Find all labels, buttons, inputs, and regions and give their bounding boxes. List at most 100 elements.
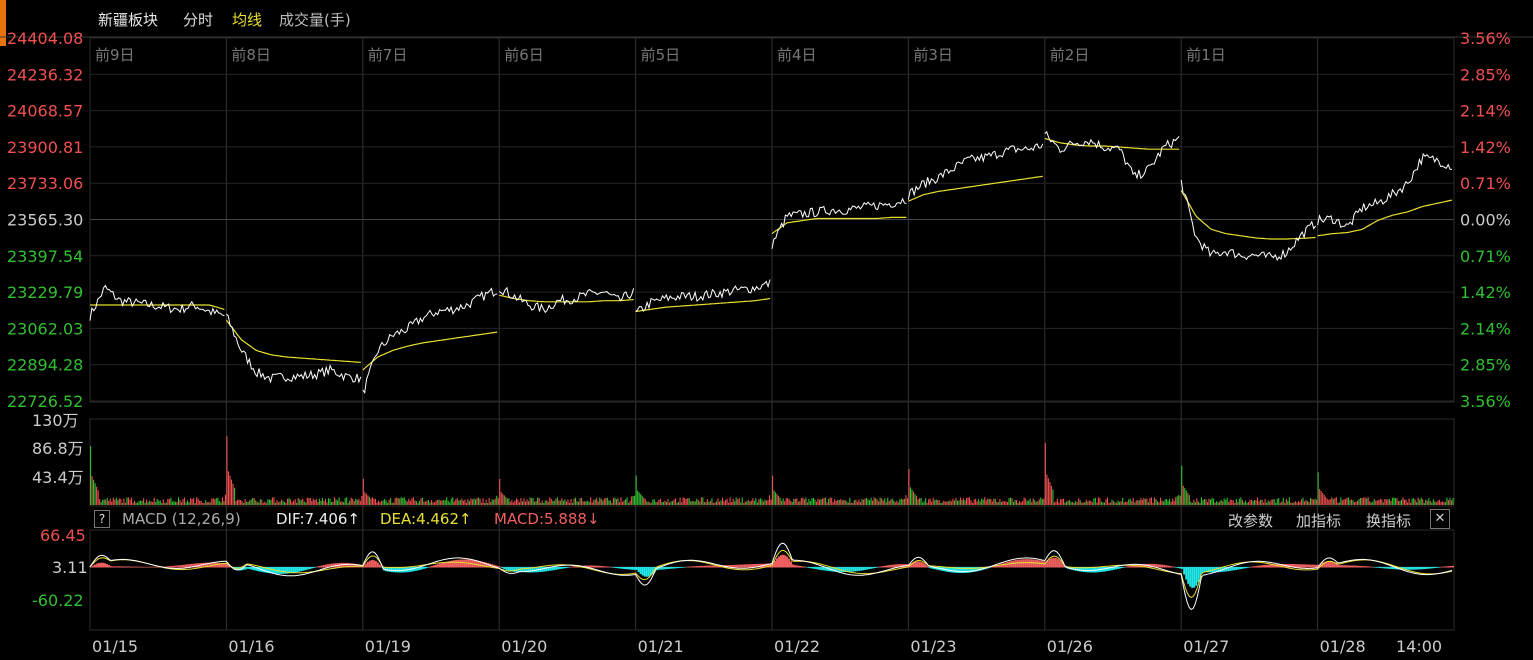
volume-bar	[1228, 502, 1230, 505]
volume-bar	[1219, 501, 1221, 505]
volume-bar	[946, 501, 948, 505]
volume-bar	[1172, 498, 1174, 505]
volume-bar	[840, 499, 842, 505]
volume-bar	[1037, 501, 1039, 505]
avg-price-line	[1044, 137, 1180, 150]
volume-bar	[1422, 499, 1424, 505]
volume-bar	[237, 499, 239, 505]
volume-bar	[414, 500, 416, 505]
macd-histogram-bar	[1113, 567, 1115, 570]
macd-histogram-bar	[318, 565, 321, 568]
macd-histogram-bar	[342, 562, 345, 568]
macd-histogram-bar	[747, 564, 750, 568]
date-axis-label: 01/27	[1183, 637, 1229, 656]
volume-bar	[441, 500, 443, 505]
volume-bar	[967, 497, 969, 505]
macd-histogram-bar	[1241, 567, 1244, 569]
close-icon[interactable]: ✕	[1430, 509, 1450, 529]
macd-histogram-bar	[1193, 567, 1196, 588]
macd-histogram-bar	[1249, 566, 1252, 568]
volume-bar	[1329, 499, 1331, 505]
macd-histogram-bar	[116, 566, 119, 568]
volume-bar	[631, 496, 633, 505]
macd-histogram-bar	[477, 560, 480, 568]
volume-bar	[581, 497, 583, 505]
volume-bar	[324, 498, 327, 505]
macd-histogram-bar	[252, 567, 255, 571]
price-tick-label: 23229.79	[7, 283, 83, 302]
volume-bar	[959, 497, 962, 505]
volume-bar	[1387, 499, 1389, 505]
volume-bar	[684, 498, 686, 505]
volume-bar	[634, 495, 636, 505]
volume-bar	[1100, 501, 1102, 505]
add-indicator-button[interactable]: 加指标	[1296, 512, 1342, 530]
volume-bar	[1258, 501, 1260, 505]
volume-bar	[506, 498, 508, 505]
macd-histogram-bar	[745, 564, 748, 568]
volume-bar	[902, 499, 904, 505]
macd-histogram-bar	[481, 561, 484, 568]
volume-bar	[1190, 501, 1192, 505]
volume-bar	[426, 500, 428, 505]
macd-histogram-bar	[206, 562, 209, 568]
volume-bar	[1193, 499, 1195, 505]
volume-tick-label: 130万	[32, 411, 79, 430]
macd-indicator-label[interactable]: MACD (12,26,9)	[122, 510, 241, 528]
macd-histogram-bar	[950, 567, 953, 573]
volume-bar	[1428, 498, 1430, 505]
volume-bar	[1146, 498, 1148, 505]
macd-histogram-bar	[896, 564, 899, 568]
macd-histogram-bar	[254, 567, 257, 571]
volume-bar	[675, 498, 677, 505]
macd-histogram-bar	[924, 564, 927, 568]
macd-histogram-bar	[286, 567, 289, 574]
macd-histogram-bar	[1445, 566, 1448, 568]
tab-average-line[interactable]: 均线	[232, 11, 263, 29]
help-button[interactable]: ?	[94, 510, 110, 528]
macd-histogram-bar	[1076, 567, 1079, 572]
change-params-button[interactable]: 改参数	[1228, 512, 1274, 530]
volume-bar	[1179, 495, 1181, 505]
volume-bar	[803, 499, 805, 505]
macd-histogram-bar	[1227, 567, 1230, 572]
volume-bar	[246, 501, 248, 505]
macd-histogram-bar	[918, 561, 921, 568]
macd-histogram-bar	[1441, 566, 1444, 568]
macd-histogram-bar	[1163, 564, 1166, 568]
tab-minute[interactable]: 分时	[183, 11, 214, 29]
macd-histogram-bar	[128, 566, 131, 568]
macd-histogram-bar	[555, 567, 558, 570]
macd-histogram-bar	[802, 566, 805, 568]
percent-tick-label: 1.42%	[1460, 138, 1511, 157]
volume-bar	[881, 498, 883, 505]
switch-indicator-button[interactable]: 换指标	[1366, 512, 1412, 530]
volume-bar	[644, 498, 646, 505]
macd-histogram-bar	[739, 564, 742, 568]
volume-bar	[161, 502, 163, 505]
volume-bar	[103, 499, 105, 505]
volume-bar	[596, 497, 598, 505]
volume-bar	[962, 498, 965, 505]
volume-bar	[1003, 501, 1005, 505]
macd-histogram-bar	[168, 566, 171, 568]
macd-histogram-bar	[1427, 567, 1430, 569]
volume-bar	[768, 495, 771, 505]
volume-bar	[353, 501, 355, 505]
macd-histogram-bar	[1018, 559, 1021, 568]
macd-histogram-bar	[1207, 567, 1210, 573]
volume-bar	[588, 501, 590, 505]
macd-histogram-bar	[778, 556, 781, 568]
macd-histogram-bar	[457, 559, 460, 568]
macd-histogram-bar	[1203, 567, 1206, 573]
macd-histogram-bar	[691, 566, 694, 568]
tab-volume[interactable]: 成交量(手)	[279, 11, 351, 29]
macd-histogram-bar	[435, 564, 438, 568]
volume-bar	[1116, 502, 1118, 505]
volume-bar	[923, 501, 925, 505]
volume-bar	[1184, 488, 1186, 505]
macd-histogram-bar	[1012, 560, 1015, 568]
volume-bar	[818, 500, 821, 505]
volume-bar	[329, 498, 331, 505]
volume-bar	[1367, 497, 1369, 505]
